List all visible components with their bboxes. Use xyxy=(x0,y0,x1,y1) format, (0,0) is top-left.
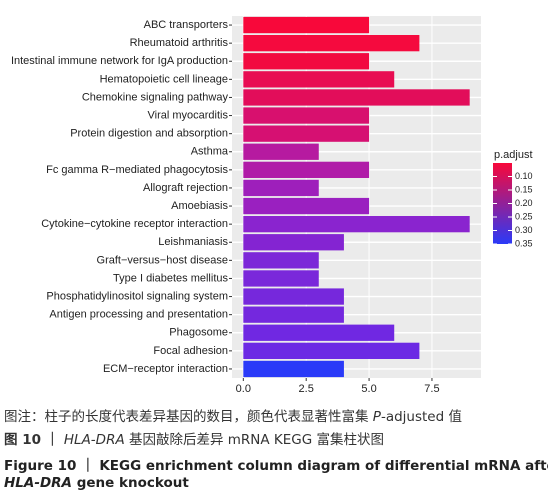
bar xyxy=(243,143,319,160)
y-tick-label: Allograft rejection xyxy=(143,182,228,194)
text: HLA-DRA xyxy=(63,432,125,448)
y-tick-label: Amoebiasis xyxy=(171,200,228,212)
caption-note: 图注：柱子的长度代表差异基因的数目，颜色代表显著性富集 P-adjusted 值 xyxy=(4,405,462,425)
bar xyxy=(243,89,470,106)
y-tick-label: Type I diabetes mellitus xyxy=(113,272,228,284)
plot-background xyxy=(232,16,481,378)
legend-tick-label: 0.15 xyxy=(515,184,533,194)
bar xyxy=(243,107,370,124)
text: 图 10 ｜ xyxy=(4,432,64,448)
legend-tick-label: 0.10 xyxy=(515,171,533,181)
text: gene knockout xyxy=(72,475,189,491)
bar xyxy=(243,161,370,178)
caption-en: Figure 10 ｜ KEGG enrichment column diagr… xyxy=(4,458,548,474)
text: 基因敲除后差异 mRNA KEGG 富集柱状图 xyxy=(124,432,385,448)
bar xyxy=(243,342,420,359)
legend-tick-label: 0.30 xyxy=(515,225,533,235)
y-tick-label: Asthma xyxy=(191,146,229,158)
caption-zh: 图 10 ｜ HLA-DRA 基因敲除后差异 mRNA KEGG 富集柱状图 xyxy=(4,428,384,448)
legend-title: p.adjust xyxy=(494,149,533,161)
legend-tick-label: 0.35 xyxy=(515,238,533,248)
bar xyxy=(243,234,344,251)
text: HLA-DRA xyxy=(4,475,73,491)
bar xyxy=(243,16,370,34)
caption-en: HLA-DRA gene knockout xyxy=(4,475,189,491)
y-tick-label: Phosphatidylinositol signaling system xyxy=(46,290,228,302)
y-tick-label: Intestinal immune network for IgA produc… xyxy=(11,55,228,67)
x-tick-label: 5.0 xyxy=(361,383,376,395)
bar xyxy=(243,71,395,88)
bar xyxy=(243,197,370,215)
bar xyxy=(243,179,319,197)
y-tick-label: Fc gamma R−mediated phagocytosis xyxy=(46,164,228,176)
x-tick-label: 2.5 xyxy=(299,383,314,395)
text: -adjusted 值 xyxy=(380,409,462,425)
y-tick-label: Cytokine−cytokine receptor interaction xyxy=(41,218,228,230)
legend-tick-label: 0.20 xyxy=(515,198,533,208)
y-tick-label: Focal adhesion xyxy=(153,345,228,357)
bar xyxy=(243,53,370,70)
y-tick-label: Leishmaniasis xyxy=(158,236,228,248)
bar xyxy=(243,360,344,378)
legend-tick-label: 0.25 xyxy=(515,211,533,221)
bar xyxy=(243,288,344,305)
y-tick-label: Antigen processing and presentation xyxy=(49,309,228,321)
bar xyxy=(243,324,395,341)
y-tick-label: ECM−receptor interaction xyxy=(103,363,228,375)
colorbar xyxy=(493,163,512,244)
y-tick-label: Hematopoietic cell lineage xyxy=(100,73,228,85)
bar xyxy=(243,35,420,52)
y-tick-label: Chemokine signaling pathway xyxy=(82,91,229,103)
bar xyxy=(243,216,470,233)
y-tick-label: Viral myocarditis xyxy=(148,109,229,121)
bar xyxy=(243,306,344,323)
y-tick-label: Protein digestion and absorption xyxy=(70,128,228,140)
x-tick-label: 7.5 xyxy=(424,383,439,395)
y-tick-label: Graft−versus−host disease xyxy=(97,254,228,266)
text: P xyxy=(372,409,381,425)
bar xyxy=(243,270,319,287)
y-tick-label: Phagosome xyxy=(169,327,228,339)
y-tick-label: Rheumatoid arthritis xyxy=(130,37,229,49)
bar xyxy=(243,125,370,142)
x-tick-label: 0.0 xyxy=(236,383,251,395)
bar xyxy=(243,252,319,269)
y-tick-label: ABC transporters xyxy=(144,19,229,31)
chart: p.adjust 0.0 2.5 5.0 7.5 ABC transporters Rhe… xyxy=(11,16,533,395)
text: 图注：柱子的长度代表差异基因的数目，颜色代表显著性富集 xyxy=(4,409,373,425)
